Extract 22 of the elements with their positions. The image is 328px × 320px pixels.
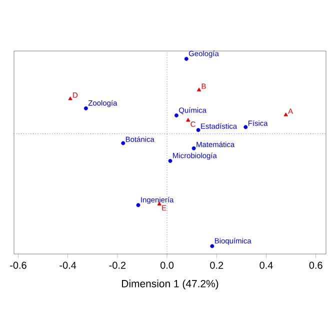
point	[244, 125, 248, 130]
x-tick-label: -0.6	[10, 262, 26, 269]
point	[192, 146, 196, 150]
point	[174, 113, 178, 118]
x-tick-label: 0.6	[309, 262, 322, 269]
x-tick-label: -0.2	[109, 262, 126, 269]
point	[136, 203, 140, 208]
point	[186, 118, 190, 122]
point	[184, 56, 188, 61]
point	[68, 96, 72, 100]
point	[121, 141, 126, 146]
point	[210, 244, 214, 248]
x-axis-title: Dimension 1 (47.2%)	[122, 280, 218, 290]
point	[84, 106, 88, 110]
x-tick-label: 0.0	[160, 262, 174, 269]
point	[196, 128, 200, 132]
x-tick-label: 0.4	[260, 262, 273, 269]
point	[196, 88, 202, 92]
point	[284, 112, 288, 116]
point	[168, 158, 172, 163]
x-tick-label: -0.4	[60, 262, 76, 269]
x-tick-label: 0.2	[210, 262, 224, 269]
